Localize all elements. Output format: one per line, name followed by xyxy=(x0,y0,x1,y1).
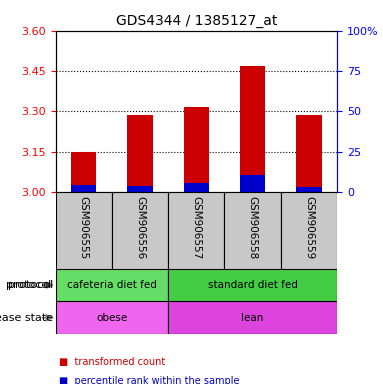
Bar xyxy=(281,192,337,269)
Text: protocol: protocol xyxy=(7,280,52,290)
Bar xyxy=(224,192,281,269)
Bar xyxy=(56,301,168,334)
Text: protocol: protocol xyxy=(8,280,54,290)
Text: GSM906558: GSM906558 xyxy=(247,196,258,259)
Text: disease state: disease state xyxy=(0,313,54,323)
Bar xyxy=(168,269,337,301)
Bar xyxy=(240,175,265,192)
Text: ■  percentile rank within the sample: ■ percentile rank within the sample xyxy=(59,376,240,384)
Text: ■  transformed count: ■ transformed count xyxy=(59,357,165,367)
Bar xyxy=(296,187,322,192)
Bar xyxy=(56,269,168,301)
Text: GSM906555: GSM906555 xyxy=(79,196,89,259)
Bar xyxy=(127,186,153,192)
Bar xyxy=(168,192,224,269)
Bar xyxy=(71,185,97,192)
Text: lean: lean xyxy=(241,313,264,323)
Bar xyxy=(127,115,153,192)
Text: obese: obese xyxy=(96,313,128,323)
Bar xyxy=(168,301,337,334)
Text: GSM906559: GSM906559 xyxy=(304,196,314,259)
Bar xyxy=(71,152,97,192)
Bar xyxy=(183,108,209,192)
Bar xyxy=(183,182,209,192)
Title: GDS4344 / 1385127_at: GDS4344 / 1385127_at xyxy=(116,14,277,28)
Text: cafeteria diet fed: cafeteria diet fed xyxy=(67,280,157,290)
Bar xyxy=(240,66,265,192)
Bar xyxy=(56,192,112,269)
Text: GSM906556: GSM906556 xyxy=(135,196,145,259)
Bar xyxy=(112,192,168,269)
Text: GSM906557: GSM906557 xyxy=(191,196,201,259)
Text: standard diet fed: standard diet fed xyxy=(208,280,298,290)
Bar xyxy=(296,115,322,192)
